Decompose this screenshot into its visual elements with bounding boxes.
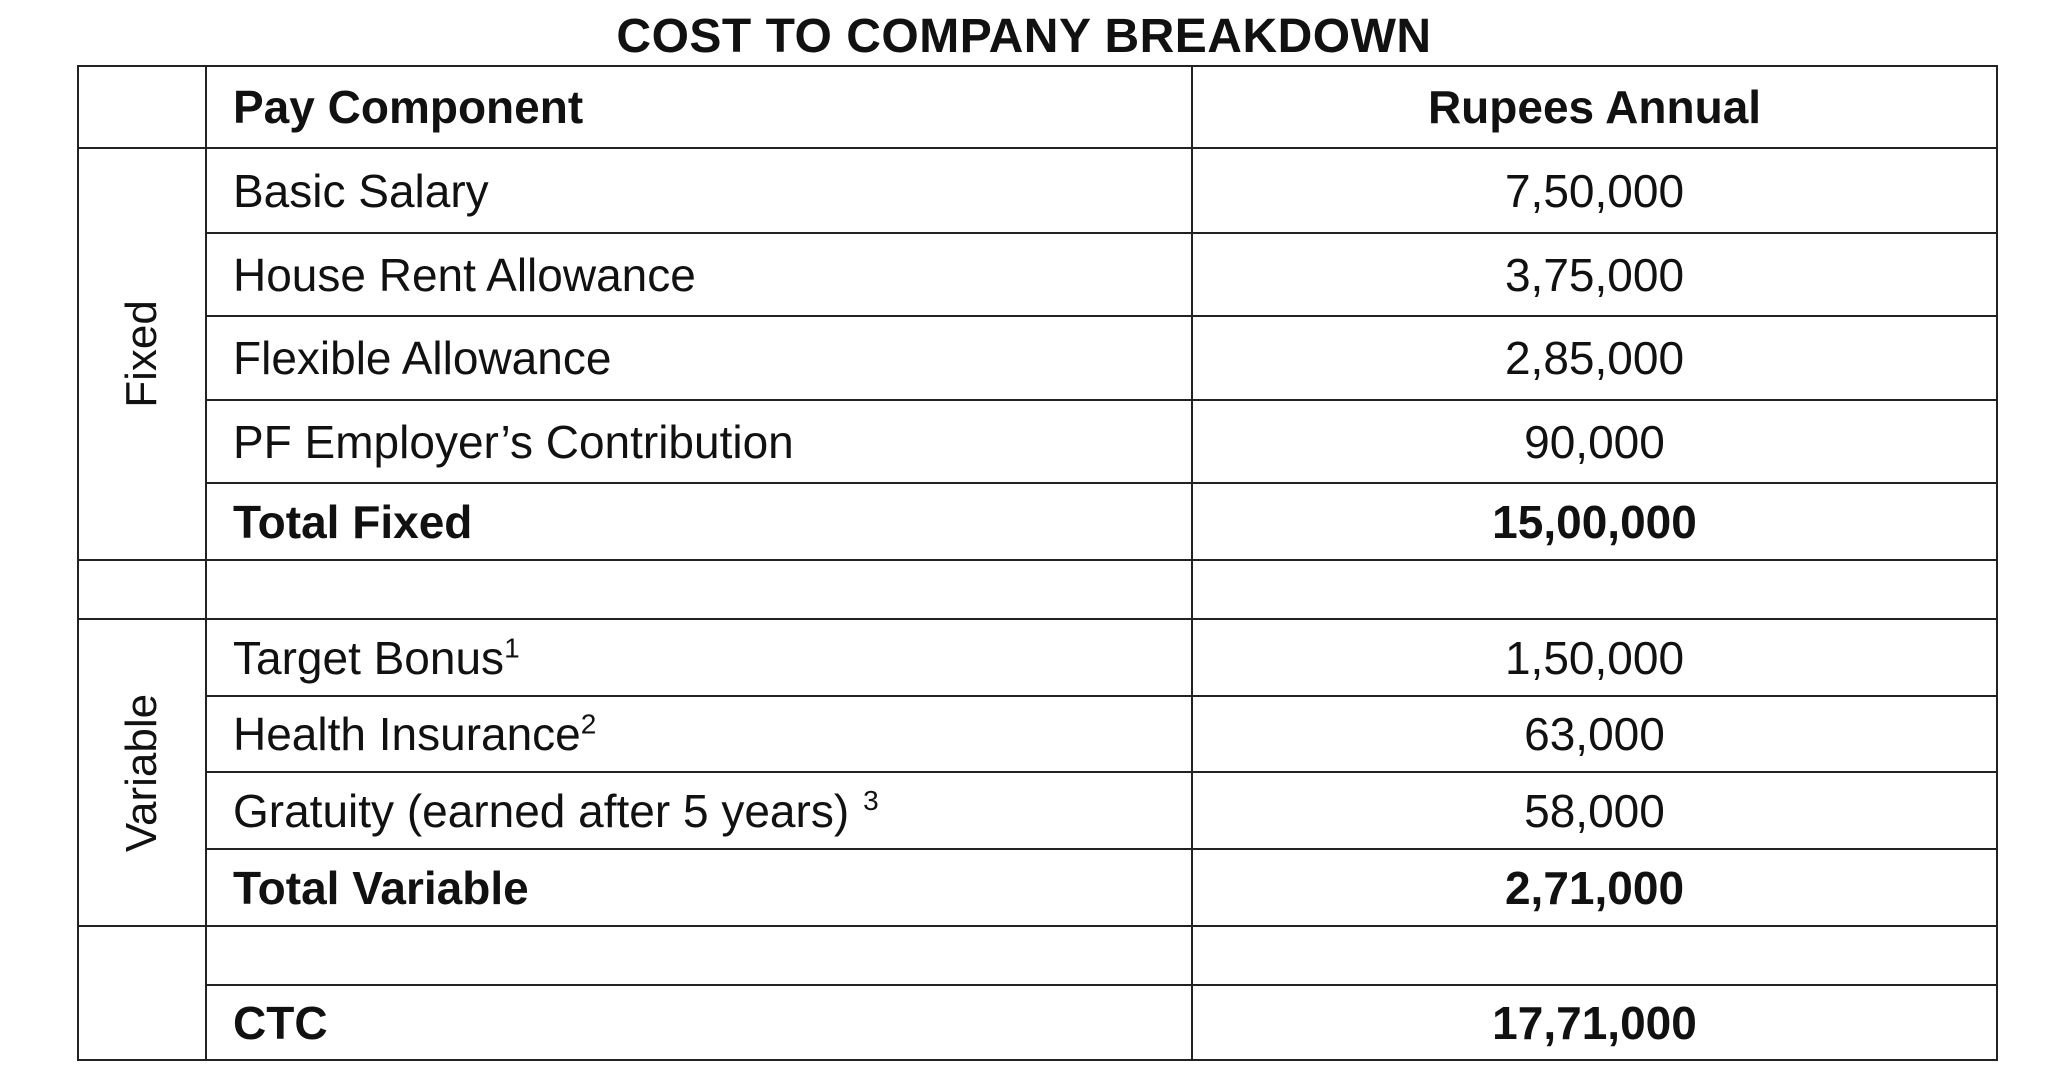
empty-cell (1191, 559, 1998, 620)
spacer-row (77, 559, 1998, 620)
variable-group-cell: Variable (77, 618, 207, 927)
empty-cell (205, 925, 1193, 986)
document-title: COST TO COMPANY BREAKDOWN (616, 10, 1432, 63)
component-flexible-allowance: Flexible Allowance (205, 315, 1193, 401)
component-basic-salary: Basic Salary (205, 147, 1193, 234)
fixed-group-label: Fixed (117, 300, 166, 408)
amount-target-bonus: 1,50,000 (1191, 618, 1998, 697)
empty-cell (77, 559, 207, 620)
table-row: Health Insurance2 63,000 (78, 695, 1998, 773)
fixed-group-cell: Fixed (77, 147, 207, 561)
component-total-fixed: Total Fixed (205, 482, 1193, 561)
empty-cell (77, 925, 207, 1061)
spacer-row (77, 925, 1998, 1061)
table-header-row: Pay Component Rupees Annual (77, 65, 1998, 149)
header-group-cell (77, 65, 207, 149)
ctc-row: CTC 17,71,000 (78, 984, 1998, 1061)
component-label: Gratuity (earned after 5 years) (233, 784, 850, 837)
amount-health-insurance: 63,000 (1191, 695, 1998, 773)
component-ctc: CTC (205, 984, 1193, 1061)
table-row: Flexible Allowance 2,85,000 (78, 315, 1998, 401)
component-pf-employer-contribution: PF Employer’s Contribution (205, 399, 1193, 484)
amount-total-fixed: 15,00,000 (1191, 482, 1998, 561)
total-fixed-row: Total Fixed 15,00,000 (78, 482, 1998, 561)
total-variable-row: Total Variable 2,71,000 (78, 848, 1998, 927)
ctc-breakdown-table: Pay Component Rupees Annual Fixed Basic … (77, 65, 1998, 1061)
component-gratuity: Gratuity (earned after 5 years) 3 (205, 771, 1193, 850)
table-row: PF Employer’s Contribution 90,000 (78, 399, 1998, 484)
table-row: Fixed Basic Salary 7,50,000 (77, 147, 1998, 561)
component-total-variable: Total Variable (205, 848, 1193, 927)
component-label: Target Bonus (233, 631, 505, 684)
table-row: Gratuity (earned after 5 years) 3 58,000 (78, 771, 1998, 850)
table-row: House Rent Allowance 3,75,000 (78, 232, 1998, 317)
table-row: Variable Target Bonus1 1,50,000 (77, 618, 1998, 927)
amount-total-variable: 2,71,000 (1191, 848, 1998, 927)
footnote-marker: 1 (504, 632, 520, 664)
component-label: Health Insurance (233, 708, 581, 760)
footnote-marker: 2 (580, 708, 597, 740)
component-target-bonus: Target Bonus1 (205, 618, 1193, 697)
empty-cell (1191, 925, 1998, 986)
amount-basic-salary: 7,50,000 (1191, 147, 1998, 234)
variable-group-label: Variable (117, 693, 166, 852)
header-rupees-annual: Rupees Annual (1191, 65, 1998, 149)
component-health-insurance: Health Insurance2 (205, 695, 1193, 773)
amount-gratuity: 58,000 (1191, 771, 1998, 850)
footnote-marker: 3 (863, 785, 879, 817)
amount-house-rent-allowance: 3,75,000 (1191, 232, 1998, 317)
amount-ctc: 17,71,000 (1191, 984, 1998, 1061)
component-house-rent-allowance: House Rent Allowance (205, 232, 1193, 317)
amount-pf-employer-contribution: 90,000 (1191, 399, 1998, 484)
amount-flexible-allowance: 2,85,000 (1191, 315, 1998, 401)
empty-cell (205, 559, 1193, 620)
header-pay-component: Pay Component (205, 65, 1193, 149)
